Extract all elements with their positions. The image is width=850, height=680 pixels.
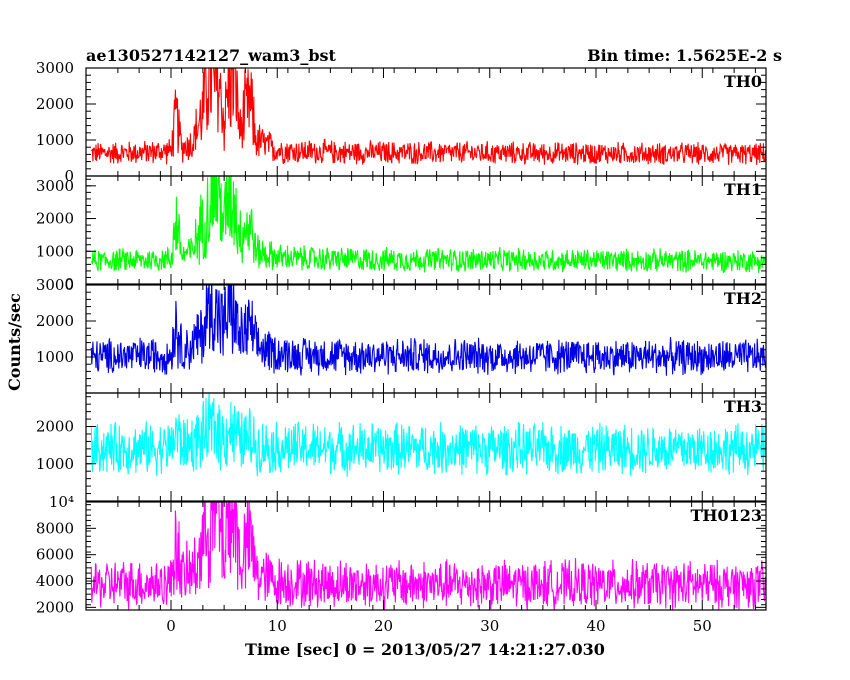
panel-label: TH2 (724, 289, 762, 308)
x-axis-label: Time [sec] 0 = 2013/05/27 14:21:27.030 (245, 640, 605, 659)
y-tick-label: 2000 (36, 210, 74, 228)
y-tick-label: 2000 (36, 312, 74, 330)
x-tick-label: 30 (480, 617, 499, 635)
x-tick-label: 20 (374, 617, 393, 635)
y-tick-label: 10⁴ (49, 493, 74, 511)
panel-th2: 1000 2000 3000 TH2 (36, 276, 767, 394)
y-tick-label: 1000 (36, 455, 74, 473)
y-tick-label: 2000 (36, 95, 74, 113)
y-axis-label: Counts/sec (5, 293, 24, 391)
y-tick-label: 3000 (36, 276, 74, 294)
series-th3 (90, 393, 766, 477)
panel-frame (85, 175, 767, 285)
panel-frame (85, 392, 767, 502)
y-tick-label: 1000 (36, 131, 74, 149)
panel-label: TH0123 (690, 506, 762, 525)
panel-th0123: 2000 4000 6000 8000 10⁴ TH0123 (36, 493, 767, 616)
panel-frame (85, 284, 767, 394)
panel-label: TH0 (724, 72, 762, 91)
y-tick-label: 8000 (36, 519, 74, 537)
x-tick-label: 40 (586, 617, 605, 635)
panel-th1: 0 1000 2000 3000 TH1 (36, 175, 767, 293)
panel-label: TH3 (724, 397, 762, 416)
y-tick-label: 0 (64, 275, 74, 293)
x-tick-label: 50 (693, 617, 712, 635)
panel-th3: 1000 2000 TH3 (36, 392, 767, 502)
y-tick-label: 2000 (36, 598, 74, 616)
y-tick-label: 3000 (36, 59, 74, 77)
y-tick-label: 1000 (36, 348, 74, 366)
y-tick-label: 3000 (36, 177, 74, 195)
bin-time-label: Bin time: 1.5625E-2 s (587, 46, 782, 65)
x-tick-label: 10 (268, 617, 287, 635)
series-th0123 (90, 502, 766, 610)
panel-frame (85, 501, 767, 611)
y-tick-label: 4000 (36, 572, 74, 590)
series-th2 (90, 285, 766, 376)
y-tick-label: 0 (64, 167, 74, 185)
y-tick-label: 1000 (36, 242, 74, 260)
y-tick-label: 6000 (36, 546, 74, 564)
y-tick-label: 2000 (36, 418, 74, 436)
chart-title: ae130527142127_wam3_bst (86, 46, 337, 65)
series-th0 (90, 68, 766, 165)
x-tick-label: 0 (166, 617, 176, 635)
series-th1 (90, 176, 766, 274)
panel-label: TH1 (724, 180, 762, 199)
